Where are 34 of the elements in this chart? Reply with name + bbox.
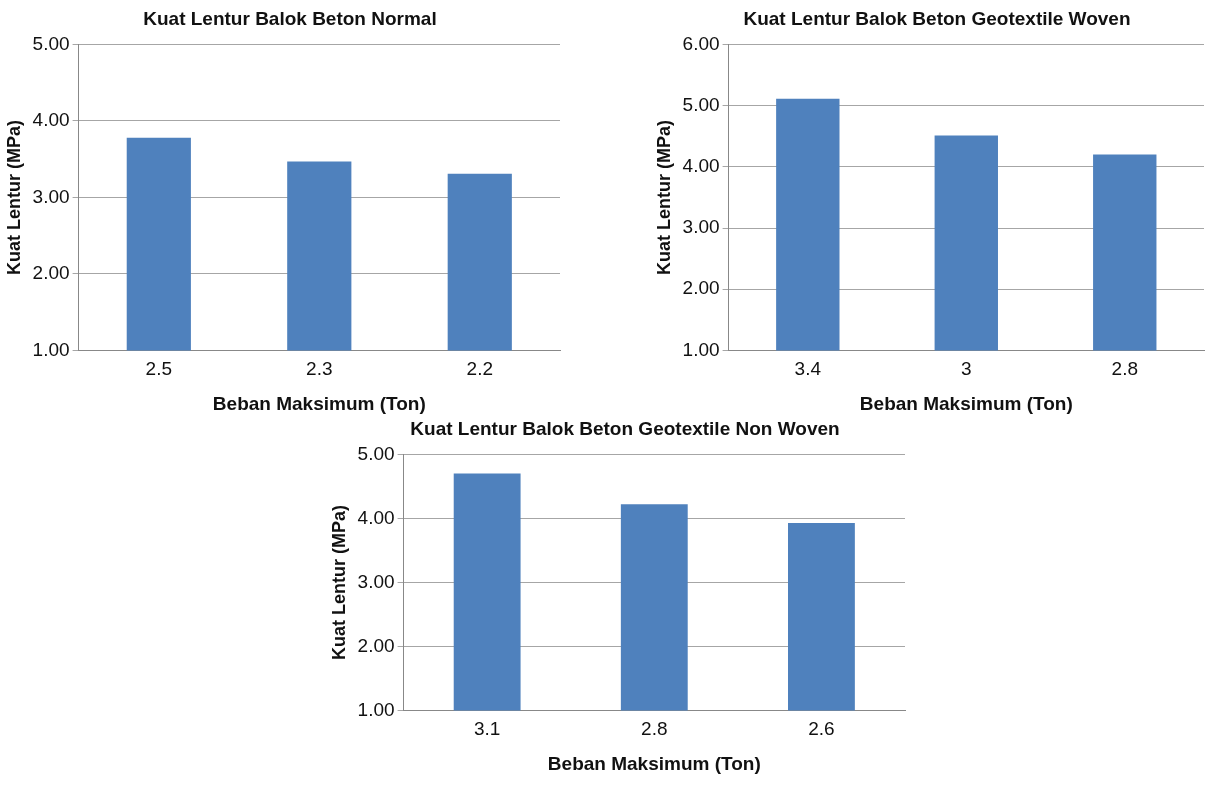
y-tick-label: 3.00 (682, 216, 720, 238)
y-tick-label: 6.00 (682, 32, 720, 54)
y-tick-label: 4.00 (357, 506, 395, 528)
x-tick-label: 2.8 (641, 718, 668, 740)
y-tick-label: 2.00 (357, 634, 395, 656)
y-tick-label: 3.00 (357, 570, 395, 592)
x-tick-label: 3.4 (794, 358, 822, 380)
chart-title: Kuat Lentur Balok Beton Geotextile Woven (742, 8, 1132, 30)
y-tick-label: 4.00 (682, 155, 720, 177)
y-tick-label: 2.00 (32, 262, 70, 284)
x-axis-title: Beban Maksimum (Ton) (212, 392, 426, 414)
x-axis-title: Beban Maksimum (Ton) (547, 752, 761, 774)
x-axis-title: Beban Maksimum (Ton) (859, 392, 1073, 414)
x-tick-label: 3 (961, 358, 972, 380)
x-tick-label: 2.2 (466, 358, 493, 380)
x-tick-label: 2.6 (808, 718, 835, 740)
y-tick-label: 1.00 (682, 338, 720, 360)
y-tick-label: 4.00 (32, 109, 70, 131)
y-tick-label: 1.00 (32, 338, 70, 360)
y-axis-title: Kuat Lentur (MPa) (3, 119, 24, 275)
y-tick-label: 5.00 (682, 93, 720, 115)
y-tick-label: 2.00 (682, 277, 720, 299)
chart-title: Kuat Lentur Balok Beton Normal (142, 8, 438, 30)
y-tick-label: 5.00 (357, 442, 395, 464)
x-tick-label: 2.3 (306, 358, 333, 380)
y-tick-label: 5.00 (32, 32, 70, 54)
y-tick-label: 1.00 (357, 698, 395, 720)
x-tick-label: 2.5 (145, 358, 173, 380)
y-axis-title: Kuat Lentur (MPa) (328, 504, 349, 660)
chart-title: Kuat Lentur Balok Beton Geotextile Non Woven (409, 418, 841, 440)
x-tick-label: 3.1 (473, 718, 501, 740)
y-tick-label: 3.00 (32, 185, 70, 207)
y-axis-title: Kuat Lentur (MPa) (653, 119, 674, 275)
x-tick-label: 2.8 (1111, 358, 1138, 380)
